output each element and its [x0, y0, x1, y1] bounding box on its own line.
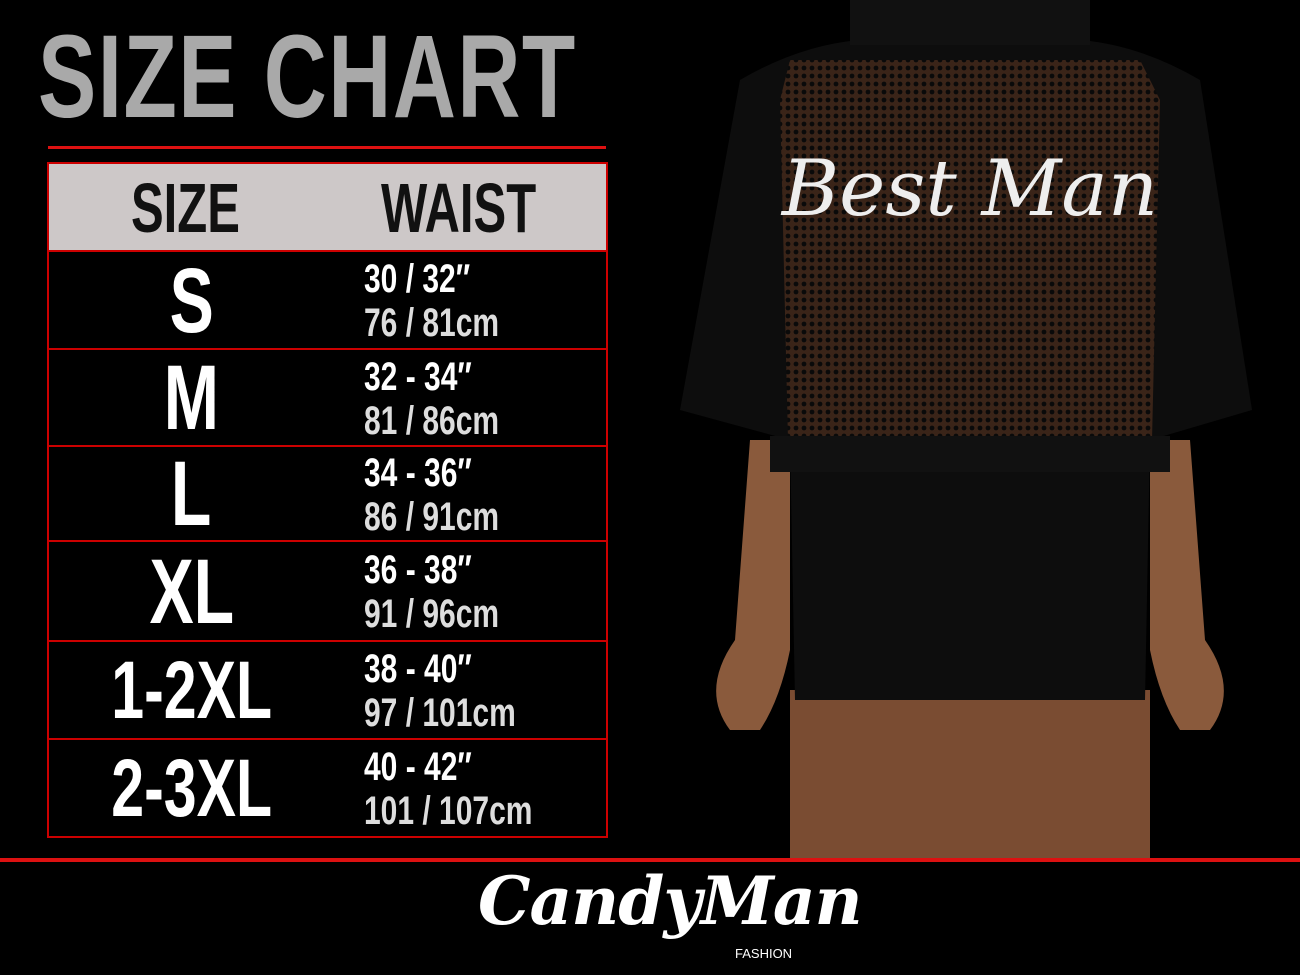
waist-value: 30 / 32″ 76 / 81cm [364, 257, 544, 345]
table-row: 2-3XL 40 - 42″ 101 / 107cm [49, 740, 606, 838]
waist-value: 36 - 38″ 91 / 96cm [364, 548, 544, 636]
waist-inches: 40 - 42″ [364, 745, 472, 789]
waist-inches: 38 - 40″ [364, 647, 472, 691]
size-label: M [163, 347, 220, 449]
table-row: S 30 / 32″ 76 / 81cm [49, 252, 606, 350]
table-header: SIZE WAIST [49, 164, 606, 252]
waist-value: 38 - 40″ 97 / 101cm [364, 647, 566, 735]
table-row: 1-2XL 38 - 40″ 97 / 101cm [49, 642, 606, 740]
waist-cm: 81 / 86cm [364, 398, 500, 443]
robe-print-text: Best Man [780, 144, 1158, 234]
waist-inches: 32 - 34″ [364, 354, 472, 399]
footer-divider [0, 858, 1300, 862]
table-row: L 34 - 36″ 86 / 91cm [49, 447, 606, 542]
title-divider [48, 146, 606, 149]
waist-cm: 86 / 91cm [364, 494, 500, 539]
header-size: SIZE [131, 169, 240, 247]
product-photo: Best Man [680, 0, 1252, 858]
page-title: SIZE CHART [38, 11, 577, 143]
brand-logo-sub: FASHION [735, 946, 793, 961]
size-label: 2-3XL [111, 743, 272, 834]
table-row: M 32 - 34″ 81 / 86cm [49, 350, 606, 447]
waist-value: 40 - 42″ 101 / 107cm [364, 745, 589, 833]
waist-inches: 30 / 32″ [364, 257, 471, 301]
waist-value: 32 - 34″ 81 / 86cm [364, 355, 544, 443]
waist-value: 34 - 36″ 86 / 91cm [364, 451, 544, 539]
header-waist: WAIST [381, 169, 537, 247]
waist-cm: 97 / 101cm [364, 691, 516, 735]
brand-logo: CandyMan [478, 862, 863, 940]
waist-cm: 76 / 81cm [364, 301, 500, 345]
size-table: SIZE WAIST S 30 / 32″ 76 / 81cm M 32 - 3… [47, 162, 608, 838]
waist-cm: 91 / 96cm [364, 592, 500, 636]
size-label: L [171, 443, 212, 545]
waist-inches: 34 - 36″ [364, 450, 472, 495]
size-label: S [169, 250, 214, 352]
table-row: XL 36 - 38″ 91 / 96cm [49, 542, 606, 642]
size-label: 1-2XL [111, 645, 272, 736]
waist-cm: 101 / 107cm [364, 789, 533, 833]
waist-inches: 36 - 38″ [364, 548, 472, 592]
size-label: XL [149, 541, 234, 643]
